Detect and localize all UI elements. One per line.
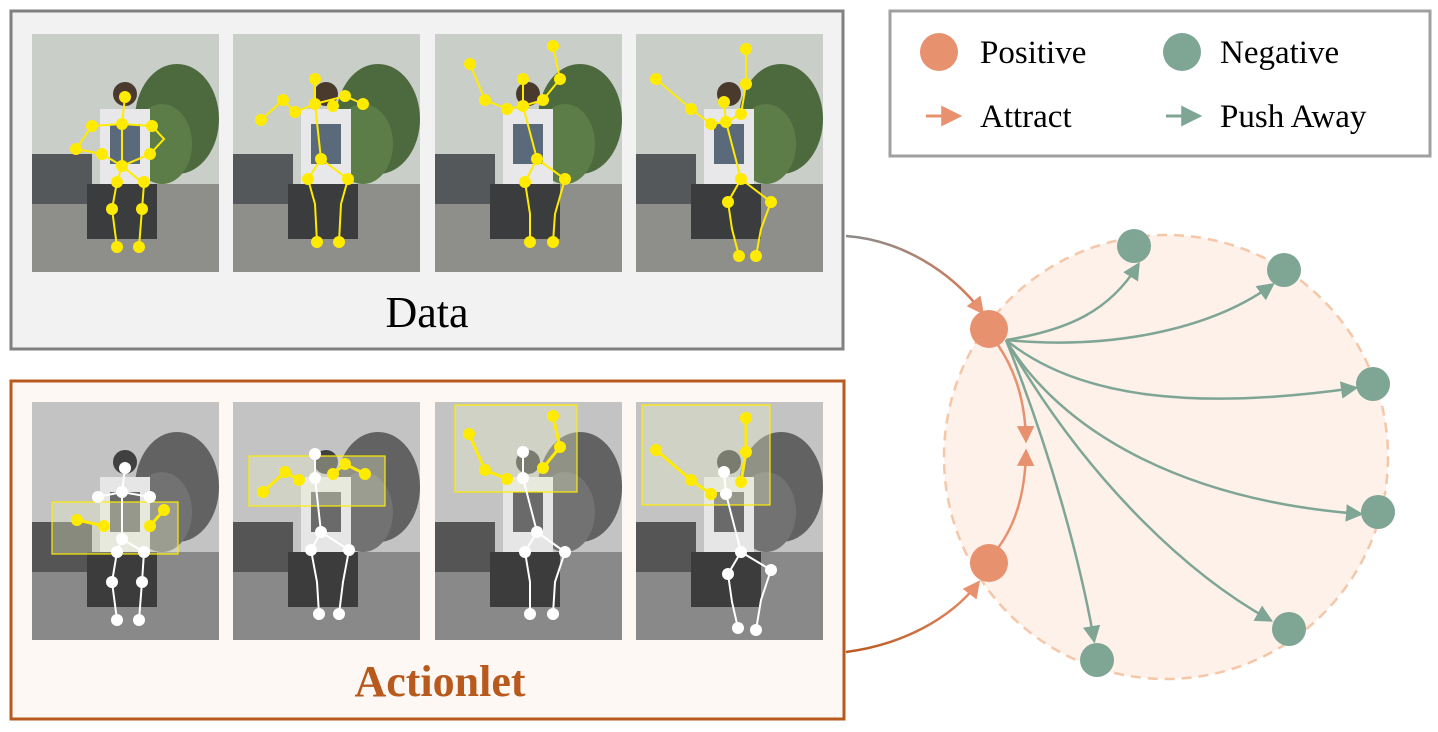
positive-node-data	[970, 310, 1008, 348]
data-frame-3	[435, 34, 622, 272]
legend-negative-label: Negative	[1220, 35, 1339, 71]
data-frame-4	[636, 34, 823, 272]
negative-node	[1272, 612, 1306, 646]
legend-attract-label: Attract	[980, 99, 1072, 135]
positive-marker	[920, 33, 958, 71]
actionlet-panel-label: Actionlet	[354, 657, 525, 706]
legend-frame	[888, 9, 1432, 158]
embedding-circle	[942, 233, 1390, 681]
data-panel-label: Data	[385, 288, 468, 337]
push-arrow-2	[1005, 282, 1275, 344]
attract-arrow-down	[996, 344, 1035, 444]
push-arrow-6	[1004, 339, 1101, 644]
actionlet-panel: Actionlet	[9, 379, 846, 721]
positive-node-actionlet	[970, 544, 1008, 582]
negative-node	[1267, 253, 1301, 287]
actionlet-frame-4	[636, 402, 823, 640]
actionlet-frame-1	[32, 402, 219, 640]
actionlet-frame-2	[233, 402, 420, 640]
data-panel: Data	[9, 9, 845, 351]
embedding-space	[845, 229, 1395, 681]
attract-arrow-up	[996, 448, 1035, 549]
push-arrow-4	[1004, 339, 1364, 522]
negative-node	[1361, 495, 1395, 529]
data-frame-1	[32, 34, 219, 272]
push-arrow-1	[1005, 262, 1140, 342]
push-arrow-5	[1004, 339, 1274, 622]
data-link-arrow	[845, 234, 985, 315]
negative-marker	[1163, 33, 1201, 71]
actionlet-frame-3	[435, 402, 622, 640]
legend: Positive Negative Attract Push Away	[888, 9, 1432, 158]
data-frame-2	[233, 34, 420, 272]
actionlet-link-arrow	[845, 580, 981, 654]
negative-node	[1356, 367, 1390, 401]
legend-positive-label: Positive	[980, 35, 1086, 71]
negative-node	[1080, 643, 1114, 677]
legend-push-away-label: Push Away	[1220, 99, 1367, 135]
negative-node	[1117, 229, 1151, 263]
push-arrow-3	[1005, 339, 1359, 400]
